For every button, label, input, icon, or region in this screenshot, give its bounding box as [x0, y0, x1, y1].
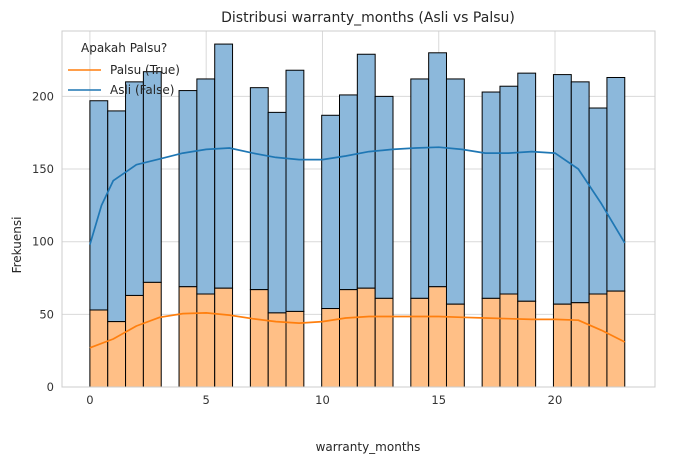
- bar-asli: [107, 110, 127, 323]
- bar-asli: [445, 78, 465, 305]
- legend-title: Apakah Palsu?: [81, 41, 167, 55]
- bar-palsu: [517, 300, 537, 388]
- bar-asli: [356, 53, 376, 289]
- bars: [89, 43, 626, 388]
- y-tick-label: 0: [47, 380, 54, 394]
- bar-asli: [267, 111, 287, 314]
- bar-palsu: [552, 303, 572, 388]
- bar-palsu: [107, 321, 127, 388]
- bar-palsu: [374, 297, 394, 388]
- legend: Apakah Palsu? Palsu (True) Asli (False): [68, 41, 180, 97]
- chart-title: Distribusi warranty_months (Asli vs Pals…: [221, 10, 515, 26]
- bar-asli: [249, 87, 269, 291]
- y-axis-label: Frekuensi: [10, 217, 24, 274]
- bar-asli: [410, 78, 430, 299]
- legend-label-palsu: Palsu (True): [110, 63, 180, 77]
- bar-asli: [214, 43, 234, 289]
- bar-asli: [125, 81, 144, 296]
- bar-asli: [428, 52, 447, 288]
- legend-label-asli: Asli (False): [110, 83, 174, 97]
- bar-palsu: [214, 287, 234, 388]
- bar-asli: [481, 91, 501, 299]
- bar-palsu: [499, 293, 519, 388]
- x-tick-label: 10: [315, 393, 330, 407]
- bar-asli: [588, 107, 608, 295]
- x-tick-labels: 0 5 10 15 20: [86, 393, 562, 407]
- x-axis-label: warranty_months: [316, 440, 421, 454]
- x-tick-label: 5: [203, 393, 210, 407]
- bar-palsu: [428, 286, 447, 388]
- bar-palsu: [267, 312, 287, 388]
- bar-palsu: [178, 286, 198, 388]
- bar-palsu: [142, 281, 162, 388]
- bar-palsu: [356, 287, 376, 388]
- bar-asli: [178, 90, 198, 288]
- bar-asli: [89, 100, 109, 311]
- x-tick-label: 20: [548, 393, 563, 407]
- kde-lines: [89, 146, 626, 349]
- bar-asli: [142, 71, 162, 283]
- bar-asli: [321, 114, 341, 310]
- y-tick-labels: 0 50 100 150 200: [32, 89, 54, 394]
- bar-palsu: [196, 293, 216, 388]
- plot-frame: [61, 30, 656, 388]
- bar-asli: [499, 85, 519, 295]
- y-tick-label: 150: [32, 162, 54, 176]
- bar-palsu: [570, 302, 590, 388]
- bar-asli: [606, 76, 626, 292]
- bar-palsu: [606, 290, 626, 388]
- y-tick-label: 100: [32, 235, 54, 249]
- y-tick-label: 200: [32, 89, 54, 103]
- bar-asli: [552, 74, 572, 305]
- bar-palsu: [410, 297, 430, 388]
- bar-palsu: [481, 297, 501, 388]
- bar-palsu: [588, 293, 608, 388]
- bar-palsu: [339, 289, 358, 388]
- bar-asli: [570, 81, 590, 304]
- bar-palsu: [89, 309, 109, 388]
- x-tick-label: 0: [86, 393, 93, 407]
- y-tick-label: 50: [39, 307, 54, 321]
- bar-asli: [517, 72, 537, 302]
- bar-asli: [339, 94, 358, 291]
- bar-asli: [196, 78, 216, 295]
- kde-line-asli: [89, 146, 626, 245]
- bar-palsu: [125, 294, 144, 388]
- kde-line-palsu: [89, 312, 626, 349]
- bar-palsu: [249, 289, 269, 388]
- x-tick-label: 15: [431, 393, 446, 407]
- bar-asli: [374, 95, 394, 299]
- bar-asli: [285, 69, 305, 312]
